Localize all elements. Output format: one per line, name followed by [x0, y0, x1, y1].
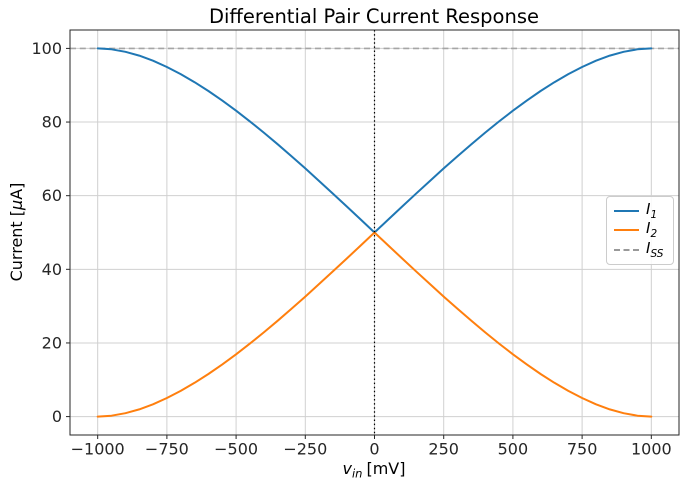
- svg-text:750: 750: [567, 440, 598, 459]
- legend: I1 I2 ISS: [606, 196, 674, 265]
- legend-item-i2: I2: [614, 221, 666, 240]
- x-axis-label: vin [mV]: [343, 459, 406, 481]
- x-axis-label-var: v: [343, 459, 353, 478]
- svg-text:20: 20: [42, 333, 62, 352]
- y-axis-label: Current [μA]: [7, 183, 26, 282]
- tick-labels: −1000 −750 −500 −250 0 250 500 750 1000 0 20 40 60 80…: [31, 39, 671, 459]
- svg-text:−500: −500: [214, 440, 258, 459]
- svg-text:−250: −250: [283, 440, 327, 459]
- svg-text:−750: −750: [145, 440, 189, 459]
- legend-label-i1: I1: [646, 199, 658, 221]
- y-axis-label-mu: μ: [7, 200, 26, 211]
- legend-label-i2: I2: [646, 219, 658, 241]
- legend-label-iss: ISS: [646, 238, 664, 260]
- legend-line-sample-i1: [614, 209, 639, 212]
- svg-text:250: 250: [428, 440, 459, 459]
- legend-item-i1: I1: [614, 199, 666, 221]
- svg-text:−1000: −1000: [71, 440, 125, 459]
- svg-text:0: 0: [369, 440, 379, 459]
- series-lines: [96, 47, 653, 418]
- axis-ticks: [66, 47, 652, 439]
- legend-line-sample-i2: [614, 229, 639, 232]
- svg-text:100: 100: [31, 39, 62, 58]
- svg-text:0: 0: [52, 407, 62, 426]
- svg-text:500: 500: [498, 440, 529, 459]
- svg-text:80: 80: [42, 113, 62, 132]
- svg-text:1000: 1000: [631, 440, 672, 459]
- y-axis-label-post: A]: [7, 183, 26, 200]
- svg-text:40: 40: [42, 260, 62, 279]
- chart-title: Differential Pair Current Response: [209, 5, 539, 28]
- legend-item-iss: ISS: [614, 238, 666, 260]
- x-axis-label-unit: [mV]: [366, 459, 405, 478]
- svg-text:60: 60: [42, 186, 62, 205]
- legend-line-sample-iss: [614, 249, 639, 252]
- y-axis-label-pre: Current [: [7, 210, 26, 281]
- plot-frame: [69, 29, 680, 436]
- x-axis-label-sub: in: [352, 467, 362, 481]
